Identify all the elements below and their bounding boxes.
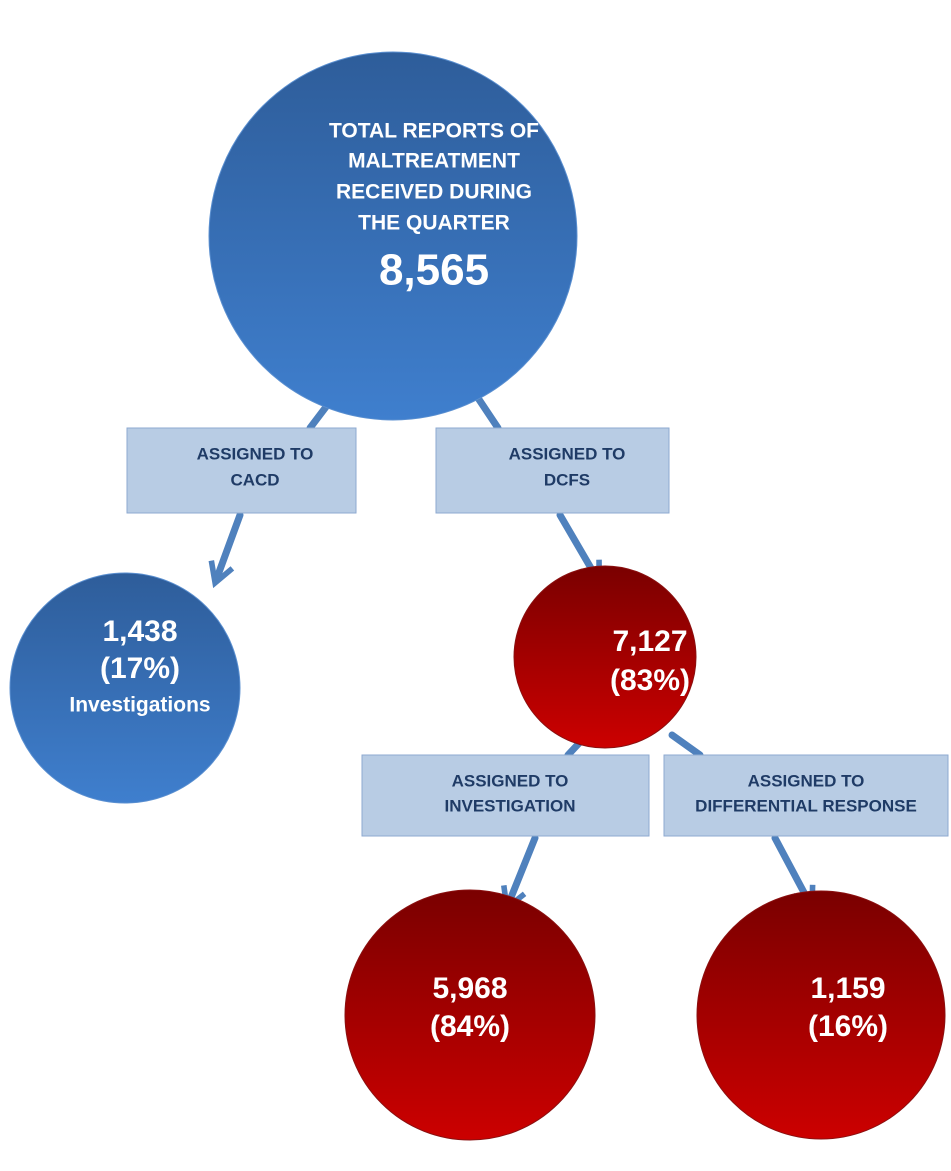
node-text: THE QUARTER — [358, 212, 510, 235]
arrows — [208, 391, 816, 914]
node-text: 1,438 — [102, 615, 177, 648]
node-text: RECEIVED DURING — [336, 181, 532, 204]
node-value: 8,565 — [379, 246, 489, 295]
circle — [208, 51, 578, 421]
box-text: ASSIGNED TO — [452, 771, 569, 790]
box-investigation: ASSIGNED TO INVESTIGATION — [361, 754, 650, 837]
node-text: (83%) — [610, 664, 690, 697]
box — [663, 754, 949, 837]
box — [361, 754, 650, 837]
circle — [344, 889, 596, 1141]
arrow — [771, 834, 816, 913]
node-text: 7,127 — [612, 625, 687, 658]
arrow — [474, 394, 502, 432]
node-text: (16%) — [808, 1010, 888, 1043]
box-text: DIFFERENTIAL RESPONSE — [695, 796, 917, 815]
arrow — [501, 834, 539, 914]
node-text: Investigations — [69, 694, 210, 717]
node-investigation: 5,968 (84%) — [344, 889, 596, 1141]
node-cacd: 1,438 (17%) Investigations — [9, 572, 241, 804]
circle — [9, 572, 241, 804]
arrow — [668, 731, 704, 759]
node-text: 5,968 — [432, 972, 507, 1005]
arrow — [208, 511, 244, 589]
arrow — [556, 511, 603, 588]
box-differential: ASSIGNED TO DIFFERENTIAL RESPONSE — [663, 754, 949, 837]
node-text: (84%) — [430, 1010, 510, 1043]
box-text: ASSIGNED TO — [509, 444, 626, 463]
circle — [513, 565, 697, 749]
node-differential: 1,159 (16%) — [696, 890, 946, 1140]
box-dcfs: ASSIGNED TO DCFS — [435, 427, 670, 514]
node-text: TOTAL REPORTS OF — [329, 120, 539, 143]
box — [126, 427, 357, 514]
box-text: CACD — [230, 470, 279, 489]
circle — [696, 890, 946, 1140]
node-dcfs: 7,127 (83%) — [513, 565, 697, 749]
box — [435, 427, 670, 514]
node-text: 1,159 — [810, 972, 885, 1005]
box-text: DCFS — [544, 470, 590, 489]
box-text: INVESTIGATION — [445, 796, 576, 815]
box-text: ASSIGNED TO — [748, 771, 865, 790]
node-text: MALTREATMENT — [348, 150, 520, 173]
node-text: (17%) — [100, 652, 180, 685]
node-total: TOTAL REPORTS OF MALTREATMENT RECEIVED D… — [208, 51, 578, 421]
box-cacd: ASSIGNED TO CACD — [126, 427, 357, 514]
box-text: ASSIGNED TO — [197, 444, 314, 463]
